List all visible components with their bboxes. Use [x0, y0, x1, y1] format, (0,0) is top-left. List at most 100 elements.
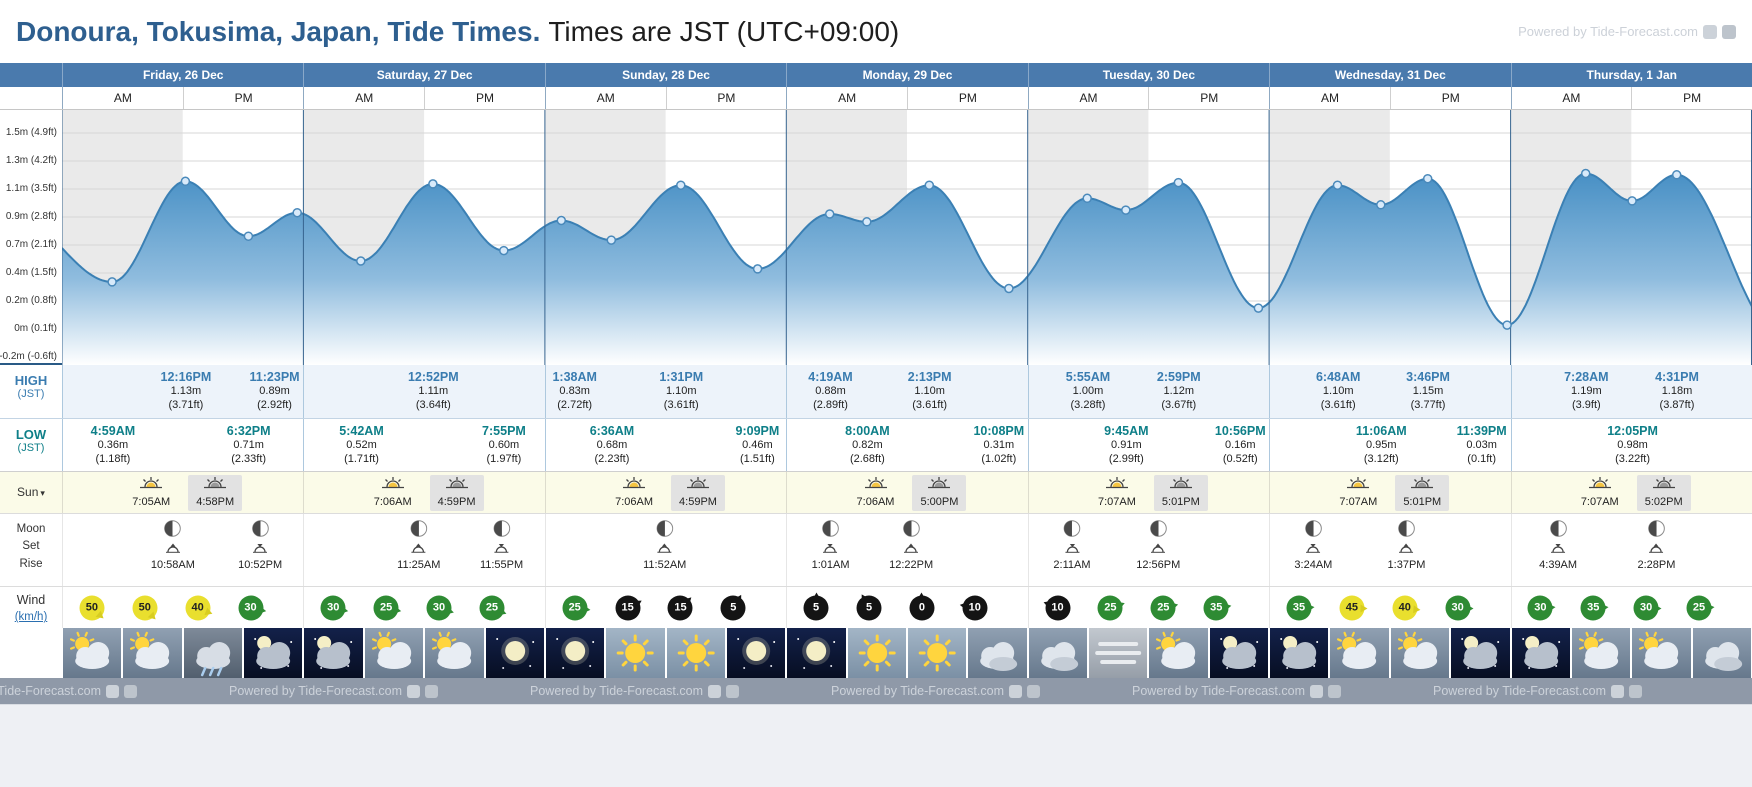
moon-rise-entry: 12:56PM [1136, 520, 1180, 571]
moon-phase-icon [656, 520, 674, 540]
tide-time: 10:56PM [1214, 424, 1266, 438]
wind-speed-badge: 45 [1339, 595, 1365, 620]
sun-expand-icon[interactable]: ▾ [40, 488, 45, 498]
moon-cell: 1:01AM 12:22PM [786, 514, 1027, 586]
tide-time: 2:13PM [907, 370, 952, 384]
tide-extreme-marker [1082, 193, 1092, 204]
tide-time: 5:55AM [1065, 370, 1111, 384]
sun-cell: 7:07AM 5:01PM [1269, 472, 1510, 513]
sun-row-label[interactable]: Sun ▾ [0, 472, 62, 513]
tide-time: 5:42AM [339, 424, 384, 438]
sunrise-entry: 7:06AM [366, 475, 420, 511]
weather-row-spacer [0, 628, 62, 678]
wind-direction-arrow-icon [1573, 587, 1613, 627]
moon-set-icon [1064, 543, 1080, 556]
moon-cell: 4:39AM 2:28PM [1510, 514, 1752, 586]
tide-extreme-marker [1173, 177, 1184, 188]
y-axis-label: 0.4m (1.5ft) [5, 267, 57, 278]
y-axis-label: 0m (0.1ft) [14, 323, 57, 334]
tide-height-ft: (3.64ft) [415, 398, 451, 411]
sunset-time: 5:02PM [1644, 495, 1683, 508]
sunset-time: 4:58PM [196, 495, 235, 508]
moon-cell: 3:24AM 1:37PM [1269, 514, 1510, 586]
watermark-badge-icon [106, 684, 119, 698]
moon-set-label: Set [22, 540, 40, 553]
wind-direction-arrow-icon [555, 587, 595, 627]
sun-row: Sun ▾ 7:05AM 4:58PM 7:06AM 4:59PM 7:06AM 4:59P… [0, 471, 1752, 513]
moon-phase-icon [410, 520, 428, 540]
sunset-entry: 5:01PM [1395, 474, 1450, 511]
low-tide-entry: 8:00AM 0.82m (2.68ft) [845, 424, 889, 466]
day-header: Saturday, 27 Dec [303, 63, 544, 87]
moon-rise-icon [657, 543, 673, 556]
moon-rise-entry: 10:58AM [151, 520, 195, 571]
bottom-watermark-band: Powered by Tide-Forecast.com Powered by T… [0, 678, 1752, 704]
weather-cloud-icon [968, 628, 1027, 678]
weather-sun-cloud-icon [63, 628, 122, 678]
high-tide-row: HIGH (JST) 12:16PM 1.13m (3.71ft) 11:23PM 0.… [0, 365, 1752, 418]
tide-extreme-marker [1004, 283, 1014, 294]
tide-time: 3:46PM [1406, 370, 1450, 384]
tide-height-ft: (3.71ft) [168, 398, 204, 411]
tide-time: 4:31PM [1655, 370, 1699, 384]
wind-direction-arrow-icon [1628, 589, 1665, 626]
wind-direction-arrow-icon [468, 584, 515, 631]
watermark-text: Powered by Tide-Forecast.com [0, 684, 101, 698]
weather-cells [1028, 628, 1269, 678]
sunset-icon [686, 476, 710, 494]
tide-height-m: 1.13m [170, 385, 202, 398]
moon-set-icon [252, 543, 268, 556]
watermark-text: Powered by Tide-Forecast.com [1132, 684, 1305, 698]
weather-cells [1269, 628, 1510, 678]
weather-sun-cloud-icon [425, 628, 484, 678]
tide-height-ft: (3.61ft) [1320, 398, 1356, 411]
wind-speed-badge: 25 [562, 595, 588, 620]
weather-cells [1511, 628, 1752, 678]
tide-time: 12:05PM [1607, 424, 1658, 438]
tide-extreme-marker [1627, 196, 1637, 206]
moon-set-entry: 4:39AM [1539, 520, 1577, 571]
tide-extreme-marker [924, 180, 935, 190]
page-title: Donoura, Tokusima, Japan, Tide Times. Tim… [16, 16, 899, 48]
moon-set-icon [1550, 543, 1566, 556]
moon-event-time: 2:11AM [1053, 559, 1091, 571]
tide-height-ft: (1.71ft) [344, 452, 379, 465]
tide-extreme-marker [292, 207, 302, 218]
tide-extreme-marker [1580, 168, 1591, 179]
am-label: AM [1562, 91, 1581, 105]
low-tide-entry: 6:36AM 0.68m (2.23ft) [590, 424, 634, 466]
y-axis-label: 0.2m (0.8ft) [5, 295, 57, 306]
wind-speed-badge: 30 [426, 595, 452, 620]
wind-speed-badge: 15 [667, 595, 693, 620]
sunrise-time: 7:06AM [615, 495, 654, 508]
high-tide-entry: 1:38AM 0.83m (2.72ft) [552, 370, 596, 412]
wind-speed-badge: 40 [185, 595, 211, 620]
sun-cell: 7:07AM 5:02PM [1510, 472, 1752, 513]
sunset-entry: 5:00PM [912, 474, 967, 511]
ampm-cells: AM PM [1027, 87, 1269, 109]
watermark-badge-icon [1009, 684, 1022, 698]
weather-cloud-icon [1028, 628, 1088, 678]
tide-height-m: 0.46m [742, 439, 773, 452]
tide-extreme-marker [1121, 205, 1131, 215]
day-header: Tuesday, 30 Dec [1027, 63, 1269, 87]
wind-direction-arrow-icon [602, 582, 653, 633]
wind-speed-badge: 35 [1203, 595, 1229, 620]
watermark-badge-icon [708, 684, 721, 698]
tide-height-m: 0.52m [346, 439, 377, 452]
tide-height-m: 1.12m [1163, 385, 1195, 398]
day-header: Friday, 26 Dec [62, 63, 303, 87]
sunset-entry: 5:01PM [1153, 474, 1208, 511]
low-tide-cell: 6:36AM 0.68m (2.23ft) 9:09PM 0.46m (1.51ft) [544, 419, 786, 471]
y-axis-label: 1.3m (4.2ft) [5, 155, 57, 166]
tide-height-m: 0.89m [259, 385, 290, 398]
tide-height-m: 1.10m [914, 385, 945, 398]
moon-phase-icon [1063, 520, 1081, 540]
powered-by-watermark: Powered by Tide-Forecast.com [831, 684, 1040, 698]
wind-direction-arrow-icon [844, 582, 895, 633]
weather-night-clear-icon [726, 628, 786, 678]
wind-unit-link[interactable]: (km/h) [14, 611, 48, 624]
low-row-label: LOW (JST) [0, 419, 62, 471]
moon-rise-entry: 11:25AM [397, 520, 440, 571]
